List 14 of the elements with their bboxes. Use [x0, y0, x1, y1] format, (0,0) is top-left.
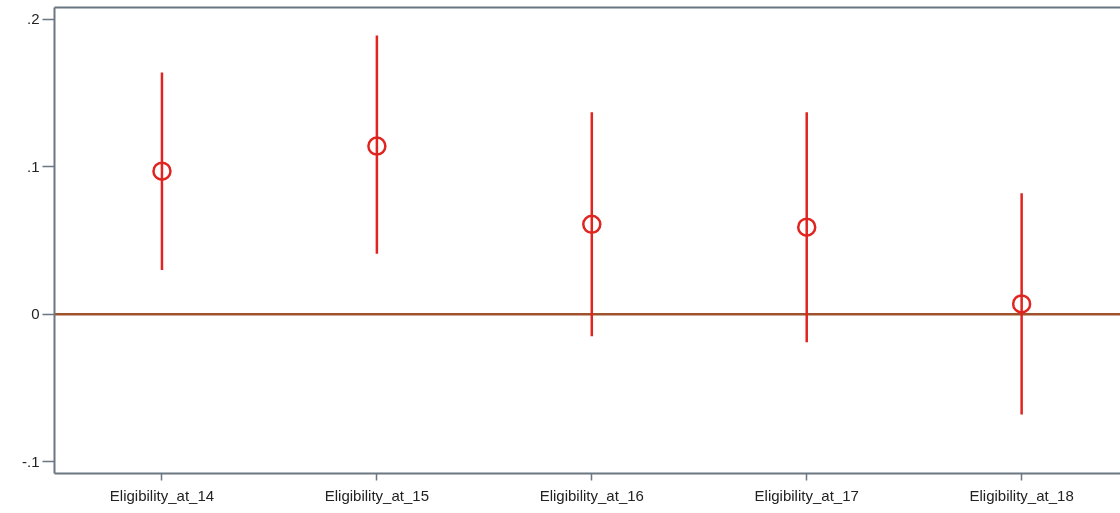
y-tick-label: -.1 [22, 452, 40, 470]
x-tick-label: Eligibility_at_16 [539, 486, 644, 504]
point [367, 136, 387, 156]
y-tick-label: .1 [26, 157, 40, 175]
x-tick-label: Eligibility_at_15 [324, 486, 429, 504]
point [796, 217, 817, 237]
x-tick-label: Eligibility_at_17 [754, 486, 859, 504]
y-tick-label: .2 [26, 10, 40, 28]
point [152, 161, 172, 181]
point [1011, 294, 1032, 314]
point [582, 214, 602, 235]
y-tick-label: 0 [31, 305, 40, 323]
x-tick-label: Eligibility_at_18 [969, 486, 1074, 504]
x-tick-label: Eligibility_at_14 [109, 486, 215, 504]
